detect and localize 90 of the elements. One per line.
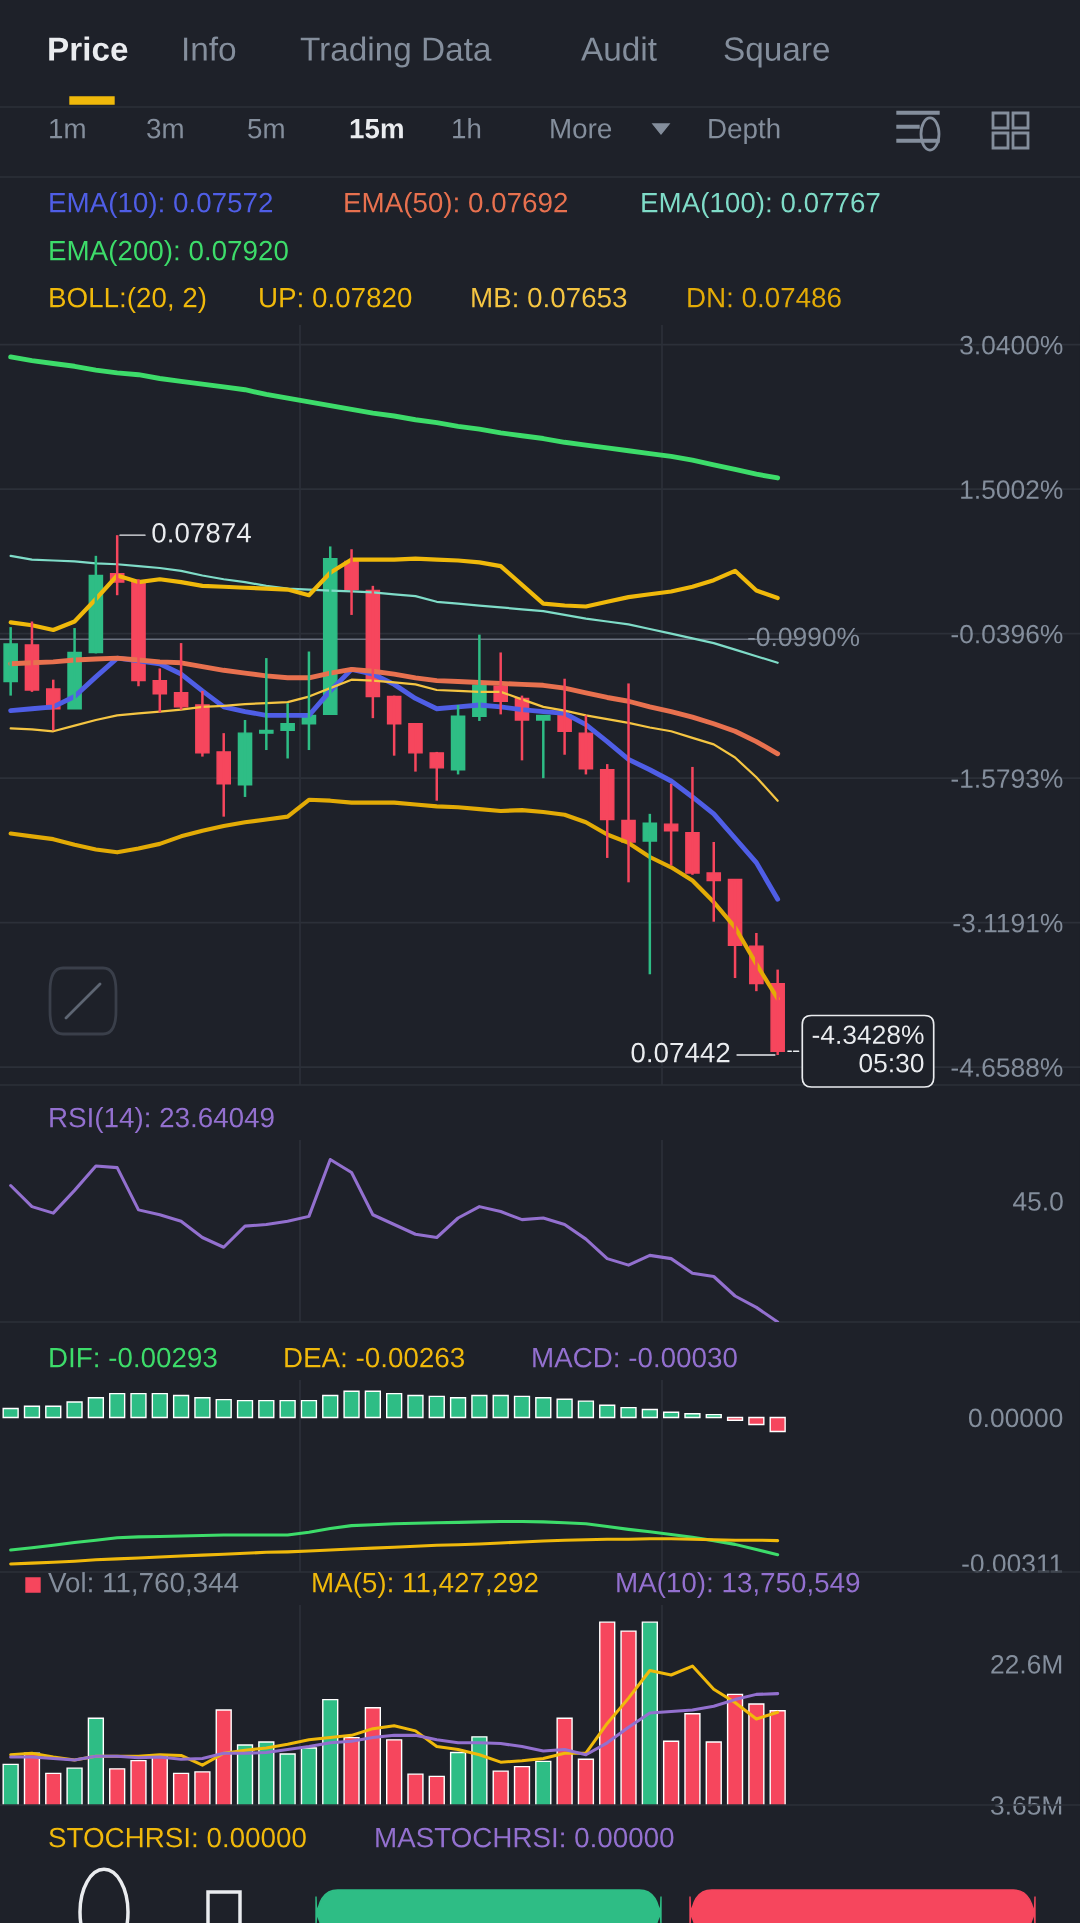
bar — [343, 1390, 360, 1419]
series-label: MACD: -0.00030 — [533, 1347, 737, 1368]
annotation: 0.07442 — [631, 1042, 730, 1063]
bar — [194, 1397, 211, 1419]
bar — [513, 1395, 531, 1419]
y-tick-label: 3.0400% — [960, 335, 1063, 355]
bar — [769, 1416, 786, 1433]
y-tick-label: 0.00000 — [968, 1408, 1063, 1428]
bar — [109, 1392, 126, 1419]
line-series — [9, 1537, 780, 1566]
category-label: Trading Data — [300, 36, 492, 68]
category-label: Price — [49, 36, 128, 61]
bar — [45, 1405, 62, 1419]
bar — [748, 1416, 765, 1426]
y-tick-label: -1.5793% — [951, 769, 1063, 788]
y-tick-label: -4.6588% — [951, 1058, 1063, 1077]
text: MASTOCHRSI: 0.00000 — [376, 1827, 674, 1848]
y-tick-label: 22.6M — [991, 1654, 1062, 1674]
bar — [599, 1404, 616, 1419]
bar — [172, 1394, 190, 1419]
text: MA(5): 11,427,292 — [313, 1572, 538, 1598]
text: 15m — [350, 119, 403, 139]
bar — [684, 1413, 701, 1419]
bar — [130, 1392, 147, 1419]
text: UP: 0.07820 — [260, 287, 412, 308]
y-tick-label: 3.65M — [991, 1796, 1062, 1815]
y-tick-label: 1.5002% — [961, 480, 1063, 499]
bar — [2, 1407, 19, 1419]
bar — [492, 1394, 509, 1419]
bar — [556, 1398, 573, 1419]
bar — [726, 1416, 744, 1421]
bar — [662, 1411, 680, 1419]
text: 1h — [453, 118, 481, 139]
bar — [151, 1392, 168, 1419]
bar — [364, 1390, 382, 1419]
text: EMA(50): 0.07692 — [345, 192, 568, 218]
bar — [87, 1397, 105, 1419]
bar — [322, 1394, 339, 1419]
text: 05:30 — [859, 1053, 924, 1073]
legend-label: Vol: 11,760,344 — [48, 1572, 239, 1596]
text: 45.0 — [1013, 1192, 1063, 1211]
text: MB: 0.07653 — [472, 287, 627, 308]
text: 5m — [248, 119, 284, 139]
y-tick-label: -0.00311 — [962, 1554, 1063, 1573]
text: 1m — [50, 119, 85, 139]
ref-line-label: -0.0990% — [748, 627, 860, 647]
text: RSI(14): 23.64049 — [50, 1107, 274, 1133]
text: EMA(200): 0.07920 — [50, 240, 288, 266]
bar — [386, 1392, 403, 1419]
category-label: Info — [184, 36, 236, 61]
legend-title: BOLL:(20, 2) — [50, 287, 206, 313]
line-series — [9, 678, 779, 802]
candlestick — [706, 840, 722, 923]
candlestick — [429, 750, 445, 802]
line-series — [9, 1519, 780, 1557]
bar — [535, 1397, 552, 1419]
text: -4.3428% — [812, 1025, 924, 1045]
bar — [449, 1397, 467, 1419]
text: STOCHRSI: 0.00000 — [49, 1827, 306, 1848]
text: More — [551, 119, 612, 139]
line-series — [8, 797, 780, 1001]
bar — [279, 1399, 296, 1419]
text: Depth — [709, 118, 780, 144]
text: EMA(10): 0.07572 — [50, 192, 273, 218]
text: DIF: -0.00293 — [50, 1347, 217, 1368]
bar — [705, 1413, 722, 1419]
bar — [300, 1399, 318, 1419]
bar — [236, 1399, 254, 1419]
bar — [258, 1399, 275, 1419]
bar — [641, 1408, 658, 1419]
line-series — [9, 1692, 780, 1762]
text: 3m — [147, 118, 183, 139]
annotation: 0.07874 — [152, 522, 251, 543]
text: DEA: -0.00263 — [285, 1347, 464, 1368]
bar — [577, 1400, 595, 1419]
bar — [428, 1395, 445, 1419]
text: DN: 0.07486 — [688, 287, 841, 308]
text: MA(10): 13,750,549 — [617, 1572, 860, 1598]
y-tick-label: -0.0396% — [951, 624, 1063, 644]
bar — [215, 1398, 232, 1419]
bar — [471, 1394, 488, 1419]
y-tick-label: -3.1191% — [953, 913, 1063, 933]
bar — [407, 1394, 424, 1419]
bar — [66, 1401, 83, 1419]
line-series — [8, 354, 781, 481]
bar — [23, 1405, 41, 1419]
bar — [620, 1406, 637, 1419]
category-label: Audit — [581, 36, 657, 61]
text: EMA(100): 0.07767 — [642, 192, 880, 218]
category-label: Square — [724, 37, 830, 68]
